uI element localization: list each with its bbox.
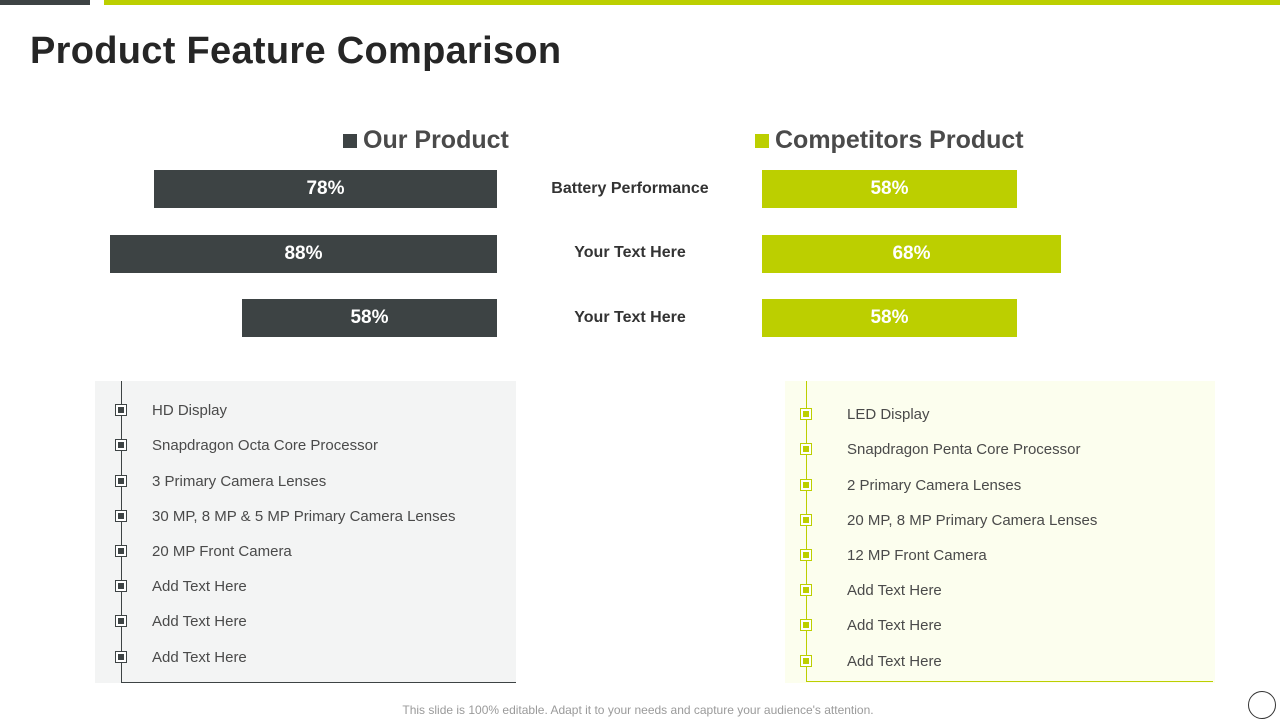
square-bullet-icon: [115, 580, 127, 592]
bullet-dot: [803, 658, 809, 664]
top-accent-bar-green: [104, 0, 1280, 5]
bullet-dot: [803, 446, 809, 452]
our-features-panel: [95, 381, 516, 683]
square-bullet-icon: [115, 545, 127, 557]
square-bullet-icon: [800, 549, 812, 561]
our-product-bar: 58%: [242, 299, 497, 337]
our-feature-text: Add Text Here: [152, 577, 247, 595]
square-bullet-icon: [800, 619, 812, 631]
bullet-dot: [803, 482, 809, 488]
square-bullet-icon: [800, 443, 812, 455]
square-bullet-icon: [800, 655, 812, 667]
competitor-product-bar: 68%: [762, 235, 1061, 273]
bullet-dot: [118, 478, 124, 484]
our-feature-item: 3 Primary Camera Lenses: [115, 469, 327, 493]
corner-circle-icon: [1248, 691, 1276, 719]
square-bullet-icon: [800, 584, 812, 596]
square-bullet-icon: [115, 475, 127, 487]
square-bullet-icon: [115, 615, 127, 627]
competitor-feature-text: 12 MP Front Camera: [847, 546, 987, 564]
competitor-feature-item: 20 MP, 8 MP Primary Camera Lenses: [800, 508, 1098, 532]
legend-swatch-our-product: [343, 133, 357, 148]
competitor-features-baseline: [806, 681, 1213, 682]
our-feature-item: Add Text Here: [115, 645, 247, 669]
legend-label-competitor-product: Competitors Product: [775, 126, 1024, 154]
competitor-feature-text: 2 Primary Camera Lenses: [847, 476, 1022, 494]
bullet-dot: [118, 407, 124, 413]
competitor-feature-text: Add Text Here: [847, 616, 942, 634]
our-features-timeline: [121, 381, 122, 683]
competitor-feature-item: 2 Primary Camera Lenses: [800, 473, 1022, 497]
bullet-dot: [118, 654, 124, 660]
our-feature-item: Snapdragon Octa Core Processor: [115, 433, 378, 457]
competitor-feature-text: Snapdragon Penta Core Processor: [847, 440, 1081, 458]
metric-label: Your Text Here: [574, 309, 686, 326]
competitor-product-bar: 58%: [762, 299, 1017, 337]
metric-label: Your Text Here: [574, 244, 686, 261]
bullet-dot: [803, 411, 809, 417]
square-bullet-icon: [115, 651, 127, 663]
our-feature-text: Snapdragon Octa Core Processor: [152, 436, 378, 454]
our-feature-item: HD Display: [115, 398, 228, 422]
square-bullet-icon: [800, 479, 812, 491]
top-accent-bar-dark: [0, 0, 90, 5]
competitor-feature-item: LED Display: [800, 402, 930, 426]
our-feature-text: Add Text Here: [152, 648, 247, 666]
bullet-dot: [118, 442, 124, 448]
competitor-feature-text: Add Text Here: [847, 581, 942, 599]
metric-label: Battery Performance: [551, 180, 709, 197]
footer-note: This slide is 100% editable. Adapt it to…: [402, 703, 874, 717]
our-product-bar: 88%: [110, 235, 497, 273]
bullet-dot: [118, 513, 124, 519]
bullet-dot: [803, 587, 809, 593]
legend-swatch-competitor-product: [755, 133, 769, 148]
legend-our-product: Our Product: [343, 126, 509, 155]
bullet-dot: [803, 552, 809, 558]
bullet-dot: [118, 618, 124, 624]
competitor-features-panel: [785, 381, 1215, 683]
our-product-bar: 78%: [154, 170, 497, 208]
legend-competitor-product: Competitors Product: [755, 126, 1024, 155]
bullet-dot: [118, 548, 124, 554]
bullet-dot: [118, 583, 124, 589]
bullet-dot: [803, 622, 809, 628]
page-title: Product Feature Comparison: [30, 30, 562, 72]
legend-label-our-product: Our Product: [363, 126, 509, 154]
square-bullet-icon: [115, 404, 127, 416]
our-feature-item: 30 MP, 8 MP & 5 MP Primary Camera Lenses: [115, 504, 456, 528]
our-feature-item: 20 MP Front Camera: [115, 539, 292, 563]
competitor-feature-item: 12 MP Front Camera: [800, 543, 987, 567]
our-feature-item: Add Text Here: [115, 609, 247, 633]
bullet-dot: [803, 517, 809, 523]
our-feature-text: HD Display: [152, 401, 228, 419]
square-bullet-icon: [115, 510, 127, 522]
competitor-product-bar: 58%: [762, 170, 1017, 208]
competitor-features-timeline: [806, 381, 807, 682]
our-feature-item: Add Text Here: [115, 574, 247, 598]
competitor-feature-text: 20 MP, 8 MP Primary Camera Lenses: [847, 511, 1098, 529]
competitor-feature-item: Add Text Here: [800, 613, 942, 637]
our-feature-text: Add Text Here: [152, 612, 247, 630]
square-bullet-icon: [115, 439, 127, 451]
our-features-baseline: [121, 682, 516, 683]
square-bullet-icon: [800, 514, 812, 526]
competitor-feature-item: Add Text Here: [800, 578, 942, 602]
our-feature-text: 30 MP, 8 MP & 5 MP Primary Camera Lenses: [152, 507, 456, 525]
competitor-feature-text: Add Text Here: [847, 652, 942, 670]
competitor-feature-text: LED Display: [847, 405, 930, 423]
square-bullet-icon: [800, 408, 812, 420]
competitor-feature-item: Add Text Here: [800, 649, 942, 673]
our-feature-text: 20 MP Front Camera: [152, 542, 292, 560]
our-feature-text: 3 Primary Camera Lenses: [152, 472, 327, 490]
competitor-feature-item: Snapdragon Penta Core Processor: [800, 437, 1081, 461]
